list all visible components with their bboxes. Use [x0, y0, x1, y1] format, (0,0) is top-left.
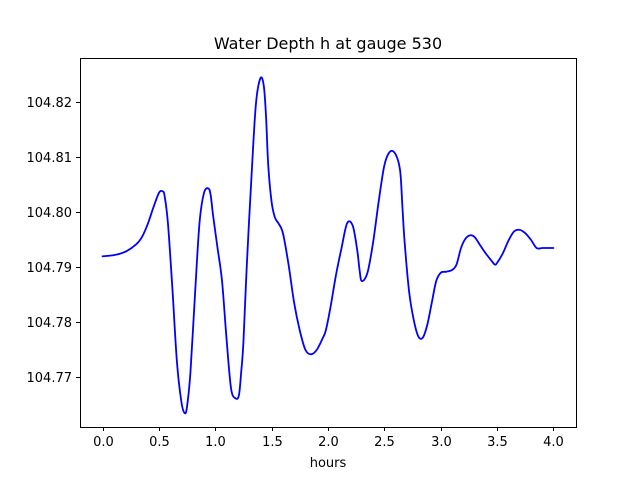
x-tick-label: 3.5: [487, 435, 508, 450]
x-tick-label: 0.5: [149, 435, 170, 450]
x-axis: 0.0 0.5 1.0 1.5 2.0 2.5 3.0 3.5 4.0: [93, 427, 564, 450]
x-axis-label: hours: [310, 456, 347, 471]
y-tick-label: 104.82: [27, 96, 73, 111]
x-tick-label: 2.0: [318, 435, 339, 450]
series-line-water-depth: [101, 76, 555, 415]
y-tick-label: 104.81: [27, 151, 73, 166]
y-axis: 104.77 104.78 104.79 104.80 104.81 104.82: [27, 96, 80, 386]
x-tick-label: 2.5: [374, 435, 395, 450]
x-tick-label: 1.0: [205, 435, 226, 450]
x-tick-label: 1.5: [262, 435, 283, 450]
x-tick-label: 3.0: [431, 435, 452, 450]
x-tick-label: 0.0: [93, 435, 114, 450]
chart-title: Water Depth h at gauge 530: [214, 34, 442, 53]
y-tick-label: 104.77: [27, 371, 73, 386]
y-tick-label: 104.78: [27, 316, 73, 331]
y-tick-label: 104.80: [27, 206, 73, 221]
y-tick-label: 104.79: [27, 261, 73, 276]
x-tick-label: 4.0: [543, 435, 564, 450]
